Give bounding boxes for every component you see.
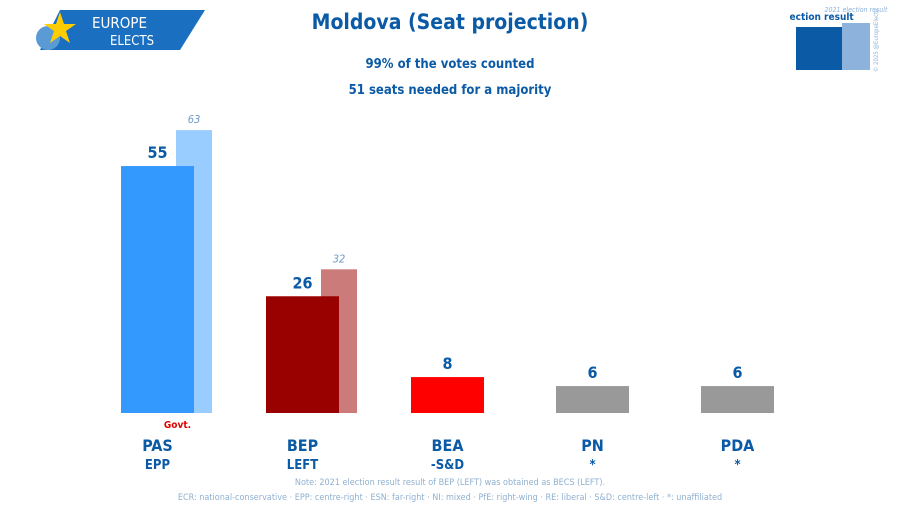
value-label-PN: 6	[587, 363, 597, 382]
bar-PAS	[121, 166, 194, 413]
group-label-BEP: LEFT	[287, 458, 318, 473]
votes-counted: 99% of the votes counted	[365, 57, 535, 72]
page-title: Moldova (Seat projection)	[311, 10, 589, 34]
legend-current: Election result	[790, 12, 854, 23]
group-label-PAS: EPP	[145, 458, 171, 473]
group-label-BEA: -S&D	[431, 458, 464, 473]
value-label-PAS: 55	[147, 143, 167, 162]
logo-text-europe: EUROPE	[92, 14, 147, 32]
legend-previous: 2021 election result	[824, 6, 888, 14]
group-label-PN: *	[589, 458, 595, 473]
group-label-PDA: *	[734, 458, 740, 473]
label-2021-PAS: 63	[188, 113, 201, 126]
category-label-PN: PN	[581, 436, 604, 455]
copyright: © 2025 @EuropeElects	[873, 9, 880, 72]
govt-annotation: Govt.	[164, 420, 191, 431]
bar-PN	[556, 386, 629, 413]
bar-2021-PAS	[176, 130, 212, 413]
footnote: Note: 2021 election result result of BEP…	[294, 478, 606, 488]
legend: Election result 2021 election result © 2…	[790, 6, 888, 72]
label-2021-BEP: 32	[333, 252, 346, 265]
category-label-BEA: BEA	[432, 436, 465, 455]
group-legend: ECR: national-conservative · EPP: centre…	[177, 493, 723, 503]
value-label-BEA: 8	[442, 354, 452, 373]
bar-PDA	[701, 386, 774, 413]
category-label-BEP: BEP	[287, 436, 318, 455]
value-label-PDA: 6	[732, 363, 742, 382]
category-label-PAS: PAS	[142, 436, 173, 455]
bar-BEP	[266, 296, 339, 413]
bar-BEA	[411, 377, 484, 413]
value-label-BEP: 26	[292, 273, 312, 292]
majority-threshold: 51 seats needed for a majority	[348, 83, 552, 98]
europe-elects-logo: EUROPE ELECTS	[36, 10, 205, 50]
bar-2021-BEP	[321, 269, 357, 413]
category-label-PDA: PDA	[721, 436, 756, 455]
logo-text-elects: ELECTS	[110, 34, 154, 49]
